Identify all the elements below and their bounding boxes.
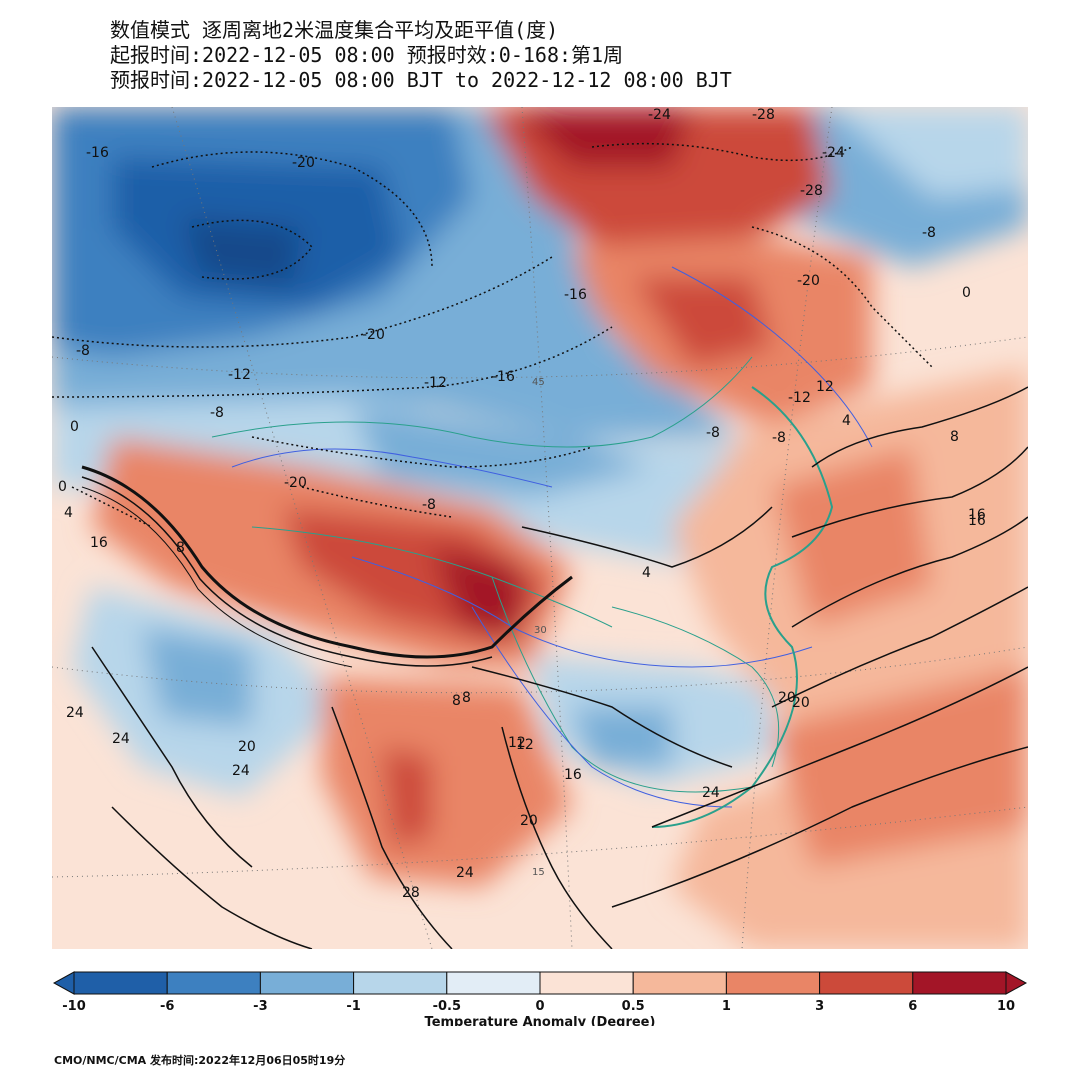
- contour-label: 20: [792, 695, 810, 711]
- contour-label: 28: [402, 885, 420, 901]
- contour-label: 0: [70, 419, 79, 435]
- contour-label: 8: [176, 540, 185, 556]
- contour-label: 24: [112, 731, 130, 747]
- contour-label: -8: [922, 225, 936, 241]
- contour-label: 24: [702, 785, 720, 801]
- grid-label: 15: [532, 867, 545, 878]
- contour-label: 24: [456, 865, 474, 881]
- contour-label: 12: [816, 379, 834, 395]
- contour-label: 16: [968, 513, 986, 529]
- positive-contours: [91, 386, 1028, 949]
- province-boundaries: [211, 356, 780, 793]
- contour-label: 16: [968, 507, 986, 523]
- contour-label: 20: [520, 813, 538, 829]
- contour-label: -16: [86, 145, 109, 161]
- colorbar-tick-label: 1: [722, 999, 731, 1014]
- contour-label: -24: [822, 145, 845, 161]
- rivers: [231, 266, 873, 808]
- colorbar-tick-label: 0: [535, 999, 544, 1014]
- contour-label: -20: [362, 327, 385, 343]
- colorbar-tick-label: -0.5: [433, 999, 461, 1014]
- contour-label: 20: [238, 739, 256, 755]
- contour-label: 8: [462, 690, 471, 706]
- colorbar-arrow-right: [1005, 971, 1028, 995]
- title-line-3: 预报时间:2022-12-05 08:00 BJT to 2022-12-12 …: [110, 68, 732, 92]
- title-line-2: 起报时间:2022-12-05 08:00 预报时效:0-168:第1周: [110, 43, 624, 67]
- colorbar-tick-label: -1: [346, 999, 360, 1014]
- contour-label: -12: [788, 390, 811, 406]
- graticule: [52, 107, 1028, 949]
- colorbar-ticks: -10 -6 -3 -1 -0.5 0 0.5 1 3 6 10: [62, 999, 1015, 1014]
- colorbar-swatch: [259, 971, 355, 995]
- grid-labels: 45 15 30: [532, 377, 547, 878]
- contour-label: -8: [76, 343, 90, 359]
- colorbar-swatch: [73, 971, 168, 995]
- footer-credit: CMO/NMC/CMA 发布时间:2022年12月06日05时19分: [54, 1054, 346, 1067]
- anomaly-shading: [52, 107, 1028, 949]
- colorbar-swatches: [52, 971, 1028, 995]
- colorbar: -10 -6 -3 -1 -0.5 0 0.5 1 3 6 10 Temperature Anoma…: [52, 971, 1028, 1026]
- anomaly-map: -16 -20 -24 -28 -24 -28 -8 0 -20 -16 -16…: [52, 107, 1028, 949]
- contour-label: 4: [642, 565, 651, 581]
- contour-label: -28: [800, 183, 823, 199]
- contour-label: 24: [232, 763, 250, 779]
- contour-label: -12: [228, 367, 251, 383]
- colorbar-swatch: [539, 971, 634, 995]
- plateau-edge: [81, 465, 573, 668]
- colorbar-title: Temperature Anomaly (Degree): [425, 1015, 656, 1026]
- contour-label: -8: [772, 430, 786, 446]
- contour-label: -20: [797, 273, 820, 289]
- grid-label: 45: [532, 377, 545, 388]
- contour-label: -8: [706, 425, 720, 441]
- contour-label: 16: [90, 535, 108, 551]
- contour-label: -8: [210, 405, 224, 421]
- contour-label: -28: [752, 107, 775, 123]
- title-line-1: 数值模式 逐周离地2米温度集合平均及距平值(度): [110, 18, 559, 42]
- contour-label: 12: [516, 737, 534, 753]
- colorbar-swatch: [819, 971, 914, 995]
- contour-label: -20: [284, 475, 307, 491]
- colorbar-swatch: [912, 971, 1007, 995]
- colorbar-tick-label: 6: [908, 999, 917, 1014]
- contour-label: -16: [564, 287, 587, 303]
- contour-label: -16: [492, 369, 515, 385]
- contour-label: 0: [58, 479, 67, 495]
- contour-label: 8: [452, 693, 461, 709]
- colorbar-swatch: [725, 971, 821, 995]
- colorbar-tick-label: 0.5: [622, 999, 645, 1014]
- map-title-block: 数值模式 逐周离地2米温度集合平均及距平值(度) 起报时间:2022-12-05…: [110, 18, 732, 93]
- colorbar-swatch: [632, 971, 727, 995]
- colorbar-swatch: [166, 971, 261, 995]
- contour-label: 12: [508, 735, 526, 751]
- colorbar-tick-label: 10: [997, 999, 1015, 1014]
- colorbar-swatch: [446, 971, 541, 995]
- contour-label: -12: [424, 375, 447, 391]
- contour-label: 16: [564, 767, 582, 783]
- colorbar-tick-label: -6: [160, 999, 174, 1014]
- colorbar-tick-label: -3: [253, 999, 267, 1014]
- contour-label: -20: [292, 155, 315, 171]
- contour-label: 4: [842, 413, 851, 429]
- negative-contours: [52, 142, 933, 528]
- contour-label: 24: [66, 705, 84, 721]
- grid-label: 30: [534, 625, 547, 636]
- colorbar-swatch: [353, 971, 448, 995]
- contour-label: 8: [950, 429, 959, 445]
- contour-label: -8: [422, 497, 436, 513]
- colorbar-arrow-left: [52, 971, 75, 995]
- colorbar-tick-label: -10: [62, 999, 86, 1014]
- contour-labels: -16 -20 -24 -28 -24 -28 -8 0 -20 -16 -16…: [58, 107, 986, 901]
- colorbar-tick-label: 3: [815, 999, 824, 1014]
- contour-label: -24: [648, 107, 671, 123]
- coastline: [651, 386, 834, 828]
- contour-label: 0: [962, 285, 971, 301]
- contour-label: 20: [778, 690, 796, 706]
- contour-label: 4: [64, 505, 73, 521]
